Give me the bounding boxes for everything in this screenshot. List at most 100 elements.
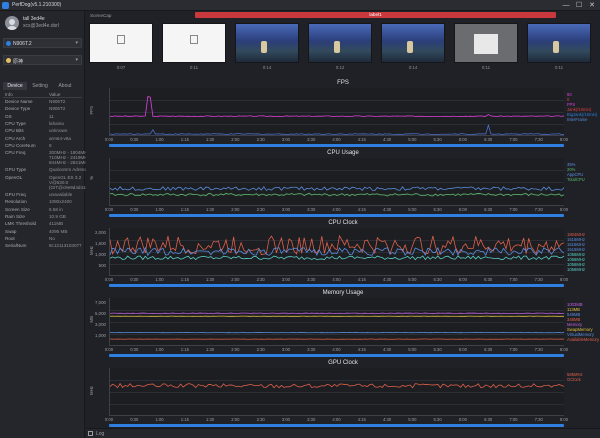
grid-line (110, 310, 564, 311)
device-select[interactable]: N906T.2 ▾ (3, 38, 82, 48)
x-tick-label: 2:30 (256, 347, 265, 352)
chart-legend: 585MHz GClock (567, 372, 583, 382)
tab-device[interactable]: Device (3, 82, 27, 90)
scene-thumbnail[interactable] (162, 23, 226, 63)
x-tick-label: 5:00 (408, 347, 417, 352)
grid-line (110, 264, 564, 265)
x-tick-label: 5:00 (408, 277, 417, 282)
grid-line (110, 112, 564, 113)
x-tick-label: 7:30 (534, 277, 543, 282)
legend-entry[interactable]: 20% (567, 167, 576, 172)
thumbnail-time: 0:11 (554, 65, 564, 70)
scene-thumbnail[interactable] (89, 23, 153, 63)
legend-entry[interactable]: 1516MHz (567, 242, 585, 247)
legend-entry[interactable]: 1003MB (567, 302, 583, 307)
chart-svg (109, 382, 565, 389)
legend-entry[interactable]: 1056MHz (567, 257, 585, 262)
log-label[interactable]: Log (96, 431, 105, 437)
legend-entry[interactable]: InterFrame (567, 117, 588, 122)
legend-entry[interactable]: 549MB (567, 312, 581, 317)
legend-entry[interactable]: BigJank(/10min) (567, 112, 598, 117)
scene-thumbnail[interactable] (308, 23, 372, 63)
info-value: 6.58 in (49, 206, 63, 212)
grid-line (110, 240, 564, 241)
chart-title: CPU Clock (328, 220, 358, 226)
legend-entry[interactable]: 0 (567, 97, 570, 102)
grid-line (110, 380, 564, 381)
app-select[interactable]: 原神 ▾ (3, 55, 82, 65)
legend-entry[interactable]: AvailableMemory (567, 337, 600, 342)
legend-entry[interactable]: 1056MHz (567, 267, 585, 272)
app-icon (6, 58, 11, 63)
plot-area[interactable] (109, 368, 565, 416)
x-tick-label: 3:00 (281, 207, 291, 212)
scene-thumbnail[interactable] (381, 23, 445, 63)
series-line-fps (109, 96, 565, 117)
x-tick-label: 0:30 (130, 417, 139, 422)
thumbnail-time: 0:11 (189, 65, 199, 70)
avatar[interactable] (5, 16, 19, 30)
y-tick-label: 7,000 (95, 300, 106, 305)
grid-line (110, 170, 564, 171)
plot-area[interactable] (109, 88, 565, 136)
legend-entry[interactable]: VirtualMemory (567, 332, 594, 337)
x-tick-label: 5:00 (408, 137, 417, 142)
legend-entry[interactable]: 1804MHz (567, 232, 585, 237)
chart-panel: CPU Clock MHz 2,000 1,500 1,000 500 0:00 0:30 1:… (86, 218, 600, 288)
plot-area[interactable] (109, 228, 565, 276)
close-button[interactable]: ✕ (589, 2, 595, 9)
thumbnail-time: 0:12 (335, 65, 345, 70)
x-tick-label: 2:30 (256, 137, 265, 142)
legend-entry[interactable]: 113MB (567, 307, 580, 312)
legend-entry[interactable]: AppCPU (567, 172, 584, 177)
minimize-button[interactable]: — (562, 2, 570, 9)
scene-thumbnail[interactable] (527, 23, 591, 63)
legend-entry[interactable]: SwapMemory (567, 327, 593, 332)
time-scrubber[interactable] (109, 284, 564, 287)
x-tick-label: 0:30 (130, 347, 139, 352)
info-value: unavailable (49, 192, 73, 197)
legend-entry[interactable]: 585MHz (567, 372, 583, 377)
info-key: Root (5, 235, 15, 241)
chart-svg (109, 234, 565, 261)
plot-area[interactable] (109, 158, 565, 206)
chart-panel: GPU Clock MHz 0:00 0:30 1:00 1:15 1:30 2:00 2:30… (86, 358, 600, 428)
legend-entry[interactable]: 60 (567, 92, 572, 97)
scene-thumbnail[interactable] (235, 23, 299, 63)
info-value: OpenGL ES 3.2 V@530.0 (GIT@c9e9d4d416) (49, 174, 90, 190)
maximize-button[interactable]: ☐ (575, 2, 583, 9)
grid-line (110, 322, 564, 323)
time-scrubber[interactable] (109, 354, 564, 357)
time-scrubber[interactable] (109, 144, 564, 147)
legend-entry[interactable]: 1516MHz (567, 237, 585, 242)
time-scrubber[interactable] (109, 424, 564, 427)
plot-area[interactable] (109, 298, 565, 346)
y-tick-label: 500 (98, 263, 106, 268)
scene-thumbnail[interactable] (454, 23, 518, 63)
tab-about[interactable]: About (58, 83, 72, 89)
legend-entry[interactable]: 35% (567, 162, 576, 167)
time-scrubber[interactable] (109, 214, 564, 217)
legend-entry[interactable]: GClock (567, 377, 581, 382)
log-icon[interactable] (88, 431, 93, 436)
user-email: xcs@3ed4e.dsrl (23, 23, 59, 29)
x-tick-label: 5:00 (408, 417, 417, 422)
chart-title: FPS (337, 80, 349, 86)
label-bar[interactable]: label1 (195, 12, 556, 18)
legend-entry[interactable]: TotalCPU (567, 177, 585, 182)
legend-entry[interactable]: FPS (567, 102, 576, 107)
legend-entry[interactable]: Jank(/10min) (567, 107, 592, 112)
legend-entry[interactable]: 1056MHz (567, 262, 585, 267)
chart-panel: Memory Usage MB 7,000 5,000 3,000 1,000 0:00 0:… (86, 288, 600, 358)
legend-entry[interactable]: Memory (567, 322, 583, 327)
legend-entry[interactable]: 1516MHz (567, 247, 585, 252)
legend-entry[interactable]: 1056MHz (567, 252, 585, 257)
x-tick-label: 4:15 (357, 417, 366, 422)
y-tick-label: 1,500 (95, 241, 106, 246)
info-key: GPU Freq (5, 192, 26, 197)
chart-legend: 1804MHz 1516MHz 1516MHz 1516MHz 1056MHz 1056M… (567, 232, 585, 272)
y-axis-label: FPS (89, 106, 94, 115)
tab-setting[interactable]: Setting (32, 83, 48, 89)
x-tick-label: 7:00 (509, 277, 518, 282)
legend-entry[interactable]: 348MB (567, 317, 581, 322)
